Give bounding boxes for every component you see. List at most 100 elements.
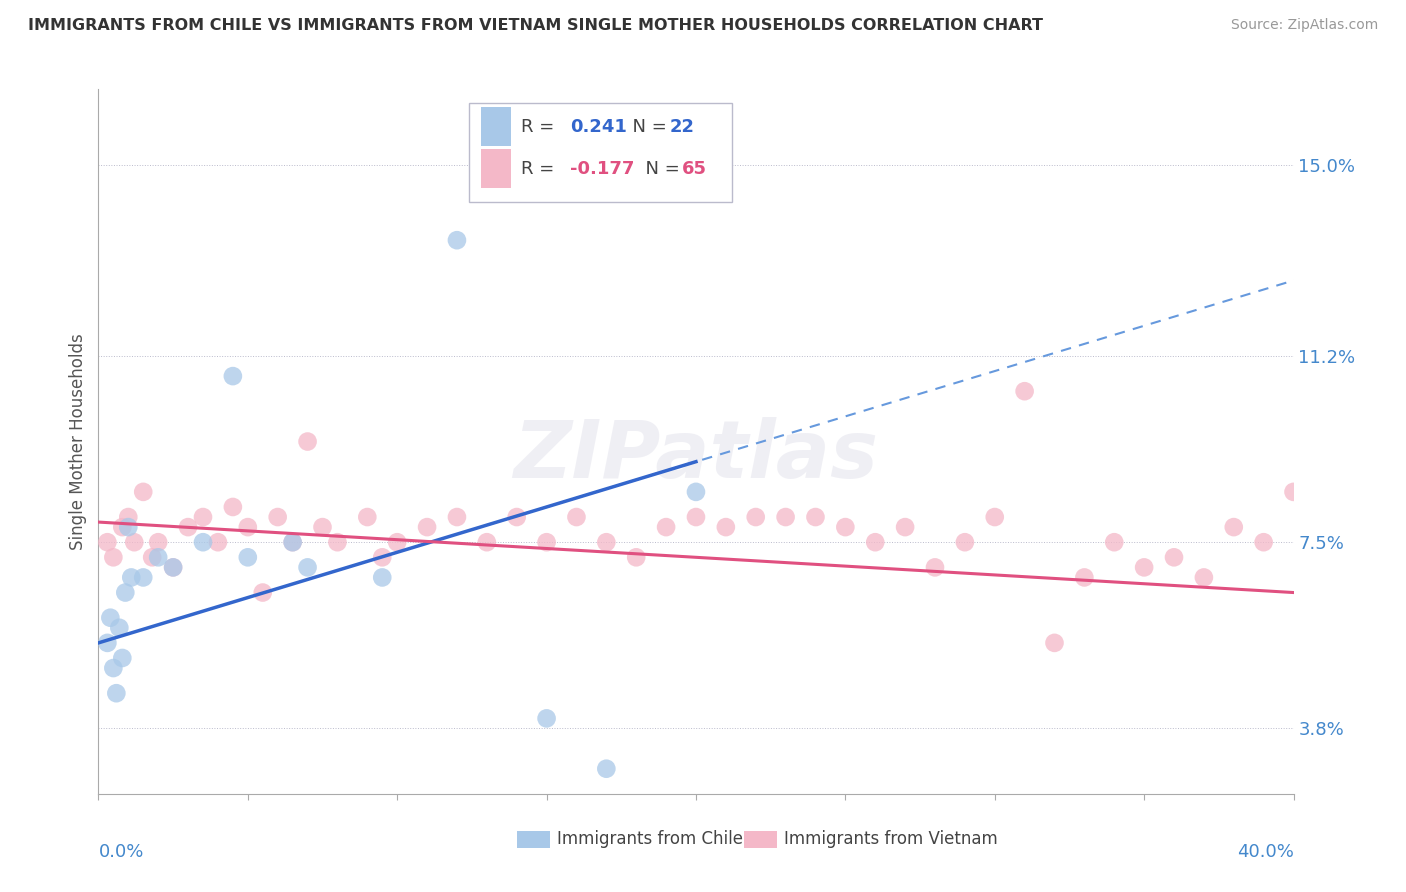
Point xyxy=(191,535,214,549)
Point xyxy=(371,570,394,584)
Point xyxy=(924,560,946,574)
Point xyxy=(834,520,856,534)
Point xyxy=(148,535,170,549)
Point xyxy=(132,570,155,584)
Point xyxy=(162,560,184,574)
Point xyxy=(124,535,146,549)
Text: Source: ZipAtlas.com: Source: ZipAtlas.com xyxy=(1230,18,1378,32)
Text: 65: 65 xyxy=(682,160,707,178)
Text: 22: 22 xyxy=(669,118,695,136)
Point xyxy=(96,636,118,650)
Point xyxy=(177,520,200,534)
Point xyxy=(297,560,319,574)
Point xyxy=(252,585,274,599)
Point xyxy=(326,535,349,549)
Point xyxy=(685,484,707,499)
Text: R =: R = xyxy=(522,118,561,136)
Point xyxy=(1223,520,1246,534)
Point xyxy=(595,535,617,549)
Point xyxy=(1104,535,1126,549)
Point xyxy=(714,520,737,534)
Point xyxy=(108,621,131,635)
Point xyxy=(1253,535,1275,549)
Point xyxy=(297,434,319,449)
Text: IMMIGRANTS FROM CHILE VS IMMIGRANTS FROM VIETNAM SINGLE MOTHER HOUSEHOLDS CORREL: IMMIGRANTS FROM CHILE VS IMMIGRANTS FROM… xyxy=(28,18,1043,33)
Point xyxy=(775,510,797,524)
Point xyxy=(132,484,155,499)
Text: Immigrants from Vietnam: Immigrants from Vietnam xyxy=(785,830,998,848)
Point xyxy=(311,520,333,534)
Point xyxy=(416,520,439,534)
Point xyxy=(1282,484,1305,499)
FancyBboxPatch shape xyxy=(481,107,510,146)
Point xyxy=(236,550,259,565)
Point xyxy=(111,651,134,665)
Point xyxy=(281,535,304,549)
Point xyxy=(98,611,122,625)
Point xyxy=(162,560,184,574)
Point xyxy=(281,535,304,549)
Text: 0.0%: 0.0% xyxy=(98,843,143,861)
Point xyxy=(1402,535,1406,549)
Text: ZIPatlas: ZIPatlas xyxy=(513,417,879,495)
Point xyxy=(446,510,468,524)
Point xyxy=(385,535,409,549)
Point xyxy=(1043,636,1066,650)
Point xyxy=(1133,560,1156,574)
Point xyxy=(117,510,139,524)
Point xyxy=(446,233,468,247)
Point xyxy=(1163,550,1185,565)
Point xyxy=(506,510,529,524)
Point xyxy=(207,535,229,549)
Point xyxy=(120,570,142,584)
Point xyxy=(371,550,394,565)
Text: N =: N = xyxy=(634,160,685,178)
Point xyxy=(111,520,134,534)
Point xyxy=(565,510,588,524)
Point xyxy=(1073,570,1095,584)
Point xyxy=(865,535,887,549)
FancyBboxPatch shape xyxy=(517,830,550,848)
Text: R =: R = xyxy=(522,160,561,178)
Text: -0.177: -0.177 xyxy=(571,160,636,178)
Point xyxy=(475,535,498,549)
Point xyxy=(655,520,678,534)
FancyBboxPatch shape xyxy=(470,103,733,202)
FancyBboxPatch shape xyxy=(744,830,778,848)
Point xyxy=(536,535,558,549)
Point xyxy=(1343,585,1365,599)
Point xyxy=(595,762,617,776)
Point xyxy=(984,510,1007,524)
Point xyxy=(222,369,245,384)
Point xyxy=(236,520,259,534)
Point xyxy=(356,510,378,524)
Point xyxy=(96,535,118,549)
Point xyxy=(804,510,827,524)
Point xyxy=(685,510,707,524)
Point xyxy=(267,510,290,524)
Point xyxy=(105,686,128,700)
Point xyxy=(953,535,976,549)
Point xyxy=(1372,510,1395,524)
Point xyxy=(536,711,558,725)
Text: Immigrants from Chile: Immigrants from Chile xyxy=(557,830,744,848)
Point xyxy=(1014,384,1036,399)
Point xyxy=(103,661,125,675)
Text: N =: N = xyxy=(620,118,672,136)
Point xyxy=(103,550,125,565)
Point xyxy=(114,585,136,599)
Point xyxy=(148,550,170,565)
Point xyxy=(1192,570,1215,584)
Point xyxy=(222,500,245,514)
Y-axis label: Single Mother Households: Single Mother Households xyxy=(69,334,87,549)
Text: 40.0%: 40.0% xyxy=(1237,843,1294,861)
Point xyxy=(141,550,163,565)
Text: 0.241: 0.241 xyxy=(571,118,627,136)
FancyBboxPatch shape xyxy=(481,150,510,188)
Point xyxy=(894,520,917,534)
Point xyxy=(745,510,768,524)
Point xyxy=(1312,550,1334,565)
Point xyxy=(626,550,648,565)
Point xyxy=(191,510,214,524)
Point xyxy=(117,520,139,534)
